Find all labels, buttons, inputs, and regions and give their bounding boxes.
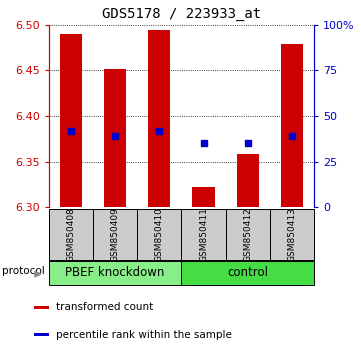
Bar — [60, 34, 82, 207]
Bar — [270, 209, 314, 260]
Text: transformed count: transformed count — [56, 302, 153, 313]
Bar — [148, 30, 170, 207]
Bar — [237, 154, 259, 207]
Text: GSM850409: GSM850409 — [110, 207, 119, 262]
Text: GSM850411: GSM850411 — [199, 207, 208, 262]
Bar — [226, 209, 270, 260]
Bar — [281, 44, 303, 207]
Text: protocol: protocol — [3, 266, 45, 275]
Text: percentile rank within the sample: percentile rank within the sample — [56, 330, 232, 340]
Bar — [49, 209, 93, 260]
Bar — [49, 261, 181, 285]
Text: PBEF knockdown: PBEF knockdown — [65, 267, 165, 279]
Bar — [104, 69, 126, 207]
Title: GDS5178 / 223933_at: GDS5178 / 223933_at — [102, 7, 261, 21]
Bar — [93, 209, 137, 260]
Bar — [181, 261, 314, 285]
Bar — [137, 209, 182, 260]
Text: control: control — [227, 267, 268, 279]
Bar — [34, 306, 49, 309]
Text: GSM850412: GSM850412 — [243, 207, 252, 262]
Bar — [181, 209, 226, 260]
Text: GSM850413: GSM850413 — [287, 207, 296, 262]
Bar — [34, 333, 49, 336]
Text: GSM850410: GSM850410 — [155, 207, 164, 262]
Bar — [192, 187, 214, 207]
Text: GSM850408: GSM850408 — [66, 207, 75, 262]
